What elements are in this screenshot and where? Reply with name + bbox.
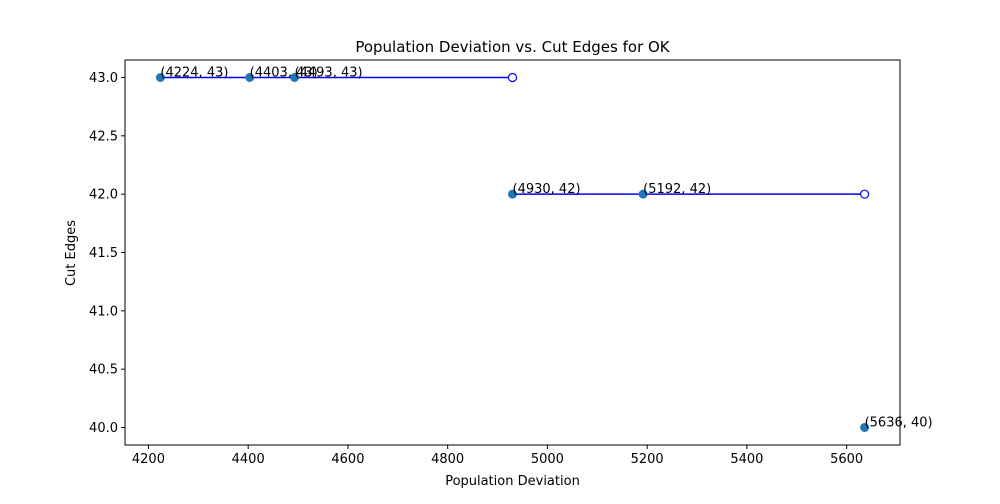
open-endpoint-marker: [507, 72, 518, 83]
x-tick-label: 5000: [531, 452, 564, 467]
point-labels-layer: (4224, 43) (4403, 43)(4493, 43) (4930, 42)…: [160, 66, 932, 431]
x-axis-label: Population Deviation: [445, 474, 580, 489]
data-point: [290, 73, 300, 82]
chart-title: Population Deviation vs. Cut Edges for O…: [355, 38, 670, 56]
open-endpoint-marker: [859, 189, 870, 199]
plot-frame: [124, 59, 901, 446]
data-point-label: (4403, 43): [250, 66, 318, 81]
x-tick-label: 4200: [132, 452, 165, 467]
data-point: [155, 73, 165, 82]
data-point: [245, 73, 255, 82]
y-tick-label: 42.0: [89, 188, 118, 203]
data-point-label: (5636, 40): [865, 416, 933, 431]
y-tick-label: 42.5: [89, 129, 118, 144]
data-point: [860, 423, 870, 432]
x-tick-label: 4400: [232, 452, 265, 467]
y-tick-label: 41.0: [89, 304, 118, 319]
x-tick-label: 5200: [631, 452, 664, 467]
x-tick-label: 5600: [830, 452, 863, 467]
segments-layer: [160, 72, 870, 199]
x-axis-ticks: 4200 4400 4600 4800 5000 5200 5400 5600: [132, 445, 863, 467]
y-tick-label: 43.0: [89, 71, 118, 86]
y-axis-ticks: 40.0 40.5 41.0 41.5 42.0 42.5 43.0: [89, 71, 125, 436]
x-tick-label: 5400: [730, 452, 763, 467]
points-layer: [155, 73, 870, 432]
data-point: [638, 189, 648, 199]
y-tick-label: 41.5: [89, 246, 118, 261]
data-point-label: (4224, 43): [160, 66, 228, 81]
x-tick-label: 4800: [431, 452, 464, 467]
y-tick-label: 40.0: [89, 421, 118, 436]
x-tick-label: 4600: [331, 452, 364, 467]
data-point: [508, 189, 517, 199]
data-point-label: (4493, 43): [295, 66, 363, 81]
data-point-label: (4930, 42): [513, 182, 581, 197]
data-point-label: (5192, 42): [643, 182, 711, 197]
y-axis-label: Cut Edges: [64, 220, 79, 286]
y-tick-label: 40.5: [89, 363, 118, 378]
